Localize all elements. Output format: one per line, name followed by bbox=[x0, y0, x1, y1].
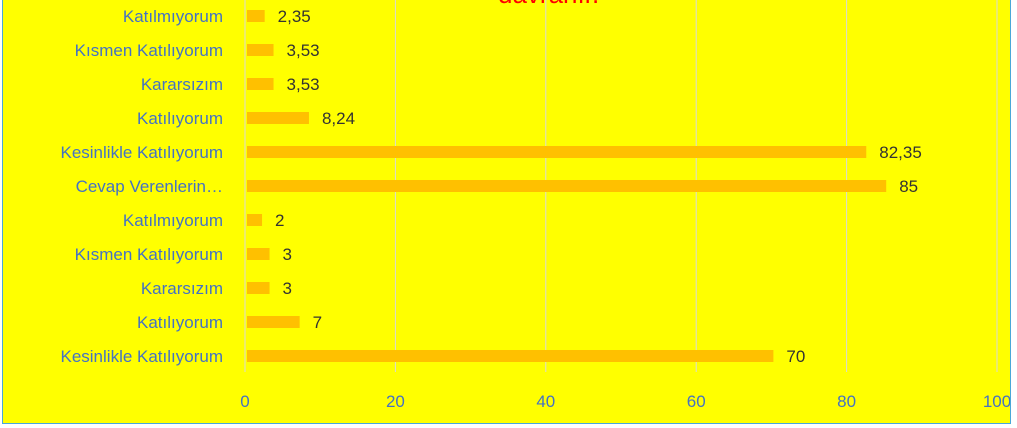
chart-title: davranır. bbox=[498, 0, 599, 10]
x-tick-label: 0 bbox=[240, 392, 249, 411]
bar bbox=[247, 214, 263, 226]
category-label: Cevap Verenlerin… bbox=[76, 177, 223, 196]
bar-chart: Katılmıyorum 2,35 Kısmen Katılıyorum 3,53 Ka… bbox=[60, 0, 1011, 411]
bar bbox=[247, 10, 265, 22]
data-label: 3 bbox=[283, 245, 292, 264]
data-label: 2 bbox=[275, 211, 284, 230]
bar bbox=[247, 180, 887, 192]
bar bbox=[247, 248, 270, 260]
category-label: Katılıyorum bbox=[137, 109, 223, 128]
bar bbox=[247, 316, 300, 328]
x-tick-label: 100 bbox=[983, 392, 1011, 411]
category-label: Kararsızım bbox=[141, 279, 223, 298]
bar bbox=[247, 146, 867, 158]
data-label: 70 bbox=[786, 347, 805, 366]
category-label: Kesinlikle Katılıyorum bbox=[60, 347, 223, 366]
data-label: 3,53 bbox=[287, 41, 320, 60]
data-label: 82,35 bbox=[879, 143, 922, 162]
category-label: Katılmıyorum bbox=[123, 7, 223, 26]
bar bbox=[247, 44, 274, 56]
x-tick-label: 80 bbox=[837, 392, 856, 411]
data-label: 7 bbox=[313, 313, 322, 332]
category-label: Kısmen Katılıyorum bbox=[75, 41, 223, 60]
data-label: 8,24 bbox=[322, 109, 355, 128]
data-label: 2,35 bbox=[278, 7, 311, 26]
data-label: 3,53 bbox=[287, 75, 320, 94]
category-label: Katılıyorum bbox=[137, 313, 223, 332]
x-tick-label: 60 bbox=[687, 392, 706, 411]
category-label: Kesinlikle Katılıyorum bbox=[60, 143, 223, 162]
category-label: Kararsızım bbox=[141, 75, 223, 94]
bar bbox=[247, 282, 270, 294]
x-tick-label: 40 bbox=[536, 392, 555, 411]
category-label: Katılmıyorum bbox=[123, 211, 223, 230]
data-label: 3 bbox=[283, 279, 292, 298]
category-label: Kısmen Katılıyorum bbox=[75, 245, 223, 264]
bar bbox=[247, 78, 274, 90]
bar bbox=[247, 350, 774, 362]
bar bbox=[247, 112, 309, 124]
x-tick-label: 20 bbox=[386, 392, 405, 411]
data-label: 85 bbox=[899, 177, 918, 196]
